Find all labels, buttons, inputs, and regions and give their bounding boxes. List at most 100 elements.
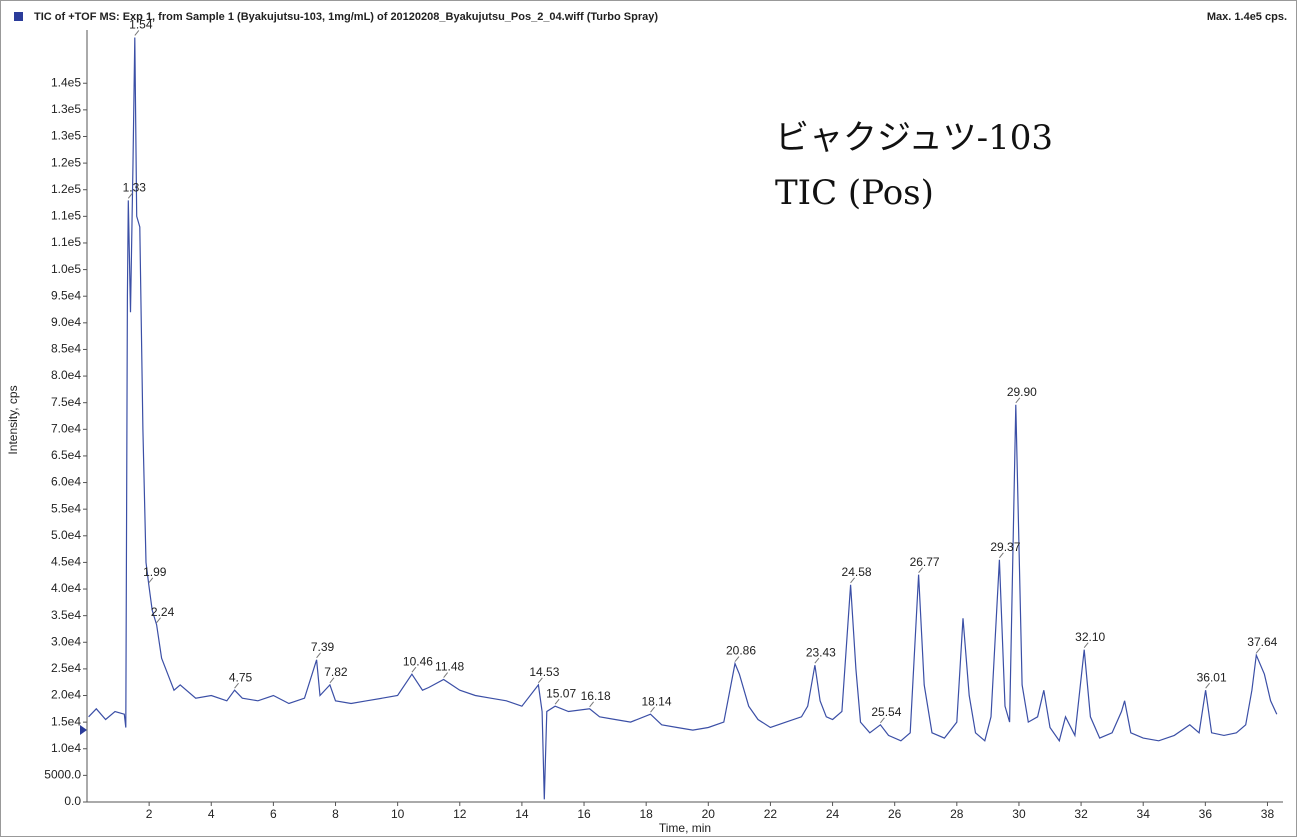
- peak-label: 1.54: [129, 18, 153, 32]
- peak-leader: [134, 30, 140, 36]
- y-tick-label: 1.2e5: [51, 182, 81, 196]
- chart-title: TIC of +TOF MS: Exp 1, from Sample 1 (By…: [34, 11, 658, 23]
- tic-trace: [88, 37, 1278, 800]
- peak-label: 25.54: [871, 705, 901, 719]
- peak-leader: [554, 698, 560, 705]
- inset-text: TIC (Pos): [775, 173, 934, 213]
- y-tick-label: 5.0e4: [51, 528, 81, 542]
- y-tick-label: 1.1e5: [51, 209, 81, 223]
- peak-leader: [537, 677, 543, 684]
- peak-label: 7.39: [311, 640, 335, 654]
- peak-leader: [734, 656, 740, 662]
- x-tick-label: 4: [208, 807, 215, 821]
- peak-leader: [234, 682, 239, 689]
- y-tick-label: 8.5e4: [51, 342, 81, 356]
- peak-leader: [329, 677, 335, 684]
- x-tick-label: 22: [764, 807, 778, 821]
- peak-leader: [443, 672, 449, 678]
- y-tick-label: 1.5e4: [51, 714, 81, 728]
- inset-text: ビャクジュツ-103: [775, 118, 1053, 158]
- peak-label: 1.33: [123, 181, 147, 195]
- y-tick-label: 2.0e4: [51, 688, 81, 702]
- peak-label: 11.48: [435, 660, 464, 674]
- peak-label: 15.07: [546, 686, 576, 700]
- y-tick-label: 1.3e5: [51, 129, 81, 143]
- peak-label: 18.14: [642, 694, 672, 708]
- y-tick-label: 5000.0: [44, 768, 81, 782]
- x-tick-label: 30: [1012, 807, 1026, 821]
- y-tick-label: 3.0e4: [51, 634, 81, 648]
- y-tick-label: 9.5e4: [51, 288, 81, 302]
- peak-label: 16.18: [581, 689, 611, 703]
- y-tick-label: 4.0e4: [51, 581, 81, 595]
- peak-leader: [880, 717, 885, 724]
- peak-leader: [650, 706, 655, 713]
- x-tick-label: 20: [702, 807, 716, 821]
- peak-leader: [998, 552, 1004, 559]
- y-tick-label: 1.1e5: [51, 235, 81, 249]
- x-tick-label: 8: [332, 807, 339, 821]
- x-tick-label: 12: [453, 807, 467, 821]
- x-tick-label: 38: [1261, 807, 1275, 821]
- x-tick-label: 6: [270, 807, 277, 821]
- peak-leader: [127, 193, 133, 199]
- peak-label: 24.58: [842, 565, 872, 579]
- peak-label: 32.10: [1075, 630, 1105, 644]
- y-tick-label: 1.4e5: [51, 75, 81, 89]
- y-tick-label: 5.5e4: [51, 501, 81, 515]
- y-tick-label: 6.0e4: [51, 475, 81, 489]
- y-tick-label: 8.0e4: [51, 368, 81, 382]
- peak-label: 4.75: [229, 670, 253, 684]
- peak-leader: [814, 657, 820, 664]
- y-tick-label: 1.2e5: [51, 155, 81, 169]
- peak-label: 20.86: [726, 644, 756, 658]
- peak-label: 29.37: [990, 540, 1020, 554]
- peak-leader: [411, 666, 417, 673]
- x-tick-label: 26: [888, 807, 902, 821]
- peak-label: 2.24: [151, 605, 175, 619]
- peak-label: 7.82: [324, 665, 348, 679]
- peak-leader: [316, 652, 321, 659]
- peak-leader: [1083, 642, 1089, 649]
- peak-label: 1.99: [143, 565, 167, 579]
- y-tick-label: 1.0e5: [51, 262, 81, 276]
- peak-label: 10.46: [403, 654, 433, 668]
- peak-label: 23.43: [806, 645, 836, 659]
- peak-label: 37.64: [1247, 635, 1277, 649]
- peak-leader: [589, 701, 595, 708]
- peak-leader: [1015, 397, 1021, 404]
- x-tick-label: 32: [1074, 807, 1088, 821]
- y-tick-label: 7.0e4: [51, 421, 81, 435]
- x-tick-label: 2: [146, 807, 153, 821]
- y-tick-label: 3.5e4: [51, 608, 81, 622]
- x-tick-label: 16: [577, 807, 591, 821]
- y-axis-label: Intensity, cps: [6, 385, 20, 454]
- peak-label: 29.90: [1007, 385, 1037, 399]
- y-tick-label: 0.0: [64, 794, 81, 808]
- peak-leader: [918, 567, 923, 573]
- baseline-marker: [80, 725, 87, 735]
- x-tick-label: 18: [639, 807, 653, 821]
- y-tick-label: 4.5e4: [51, 555, 81, 569]
- y-tick-label: 2.5e4: [51, 661, 81, 675]
- y-tick-label: 7.5e4: [51, 395, 81, 409]
- peak-leader: [1205, 682, 1211, 689]
- x-tick-label: 36: [1199, 807, 1213, 821]
- chart-subtitle: Max. 1.4e5 cps.: [1207, 11, 1287, 23]
- peak-leader: [156, 617, 161, 624]
- y-tick-label: 6.5e4: [51, 448, 81, 462]
- x-tick-label: 28: [950, 807, 964, 821]
- x-axis-label: Time, min: [659, 821, 711, 835]
- peak-leader: [1255, 647, 1261, 654]
- y-tick-label: 1.0e4: [51, 741, 81, 755]
- y-tick-label: 9.0e4: [51, 315, 81, 329]
- peak-label: 36.01: [1197, 670, 1227, 684]
- peak-leader: [148, 577, 154, 584]
- x-tick-label: 24: [826, 807, 840, 821]
- peak-label: 14.53: [529, 665, 559, 679]
- peak-leader: [850, 577, 855, 584]
- y-tick-label: 1.3e5: [51, 102, 81, 116]
